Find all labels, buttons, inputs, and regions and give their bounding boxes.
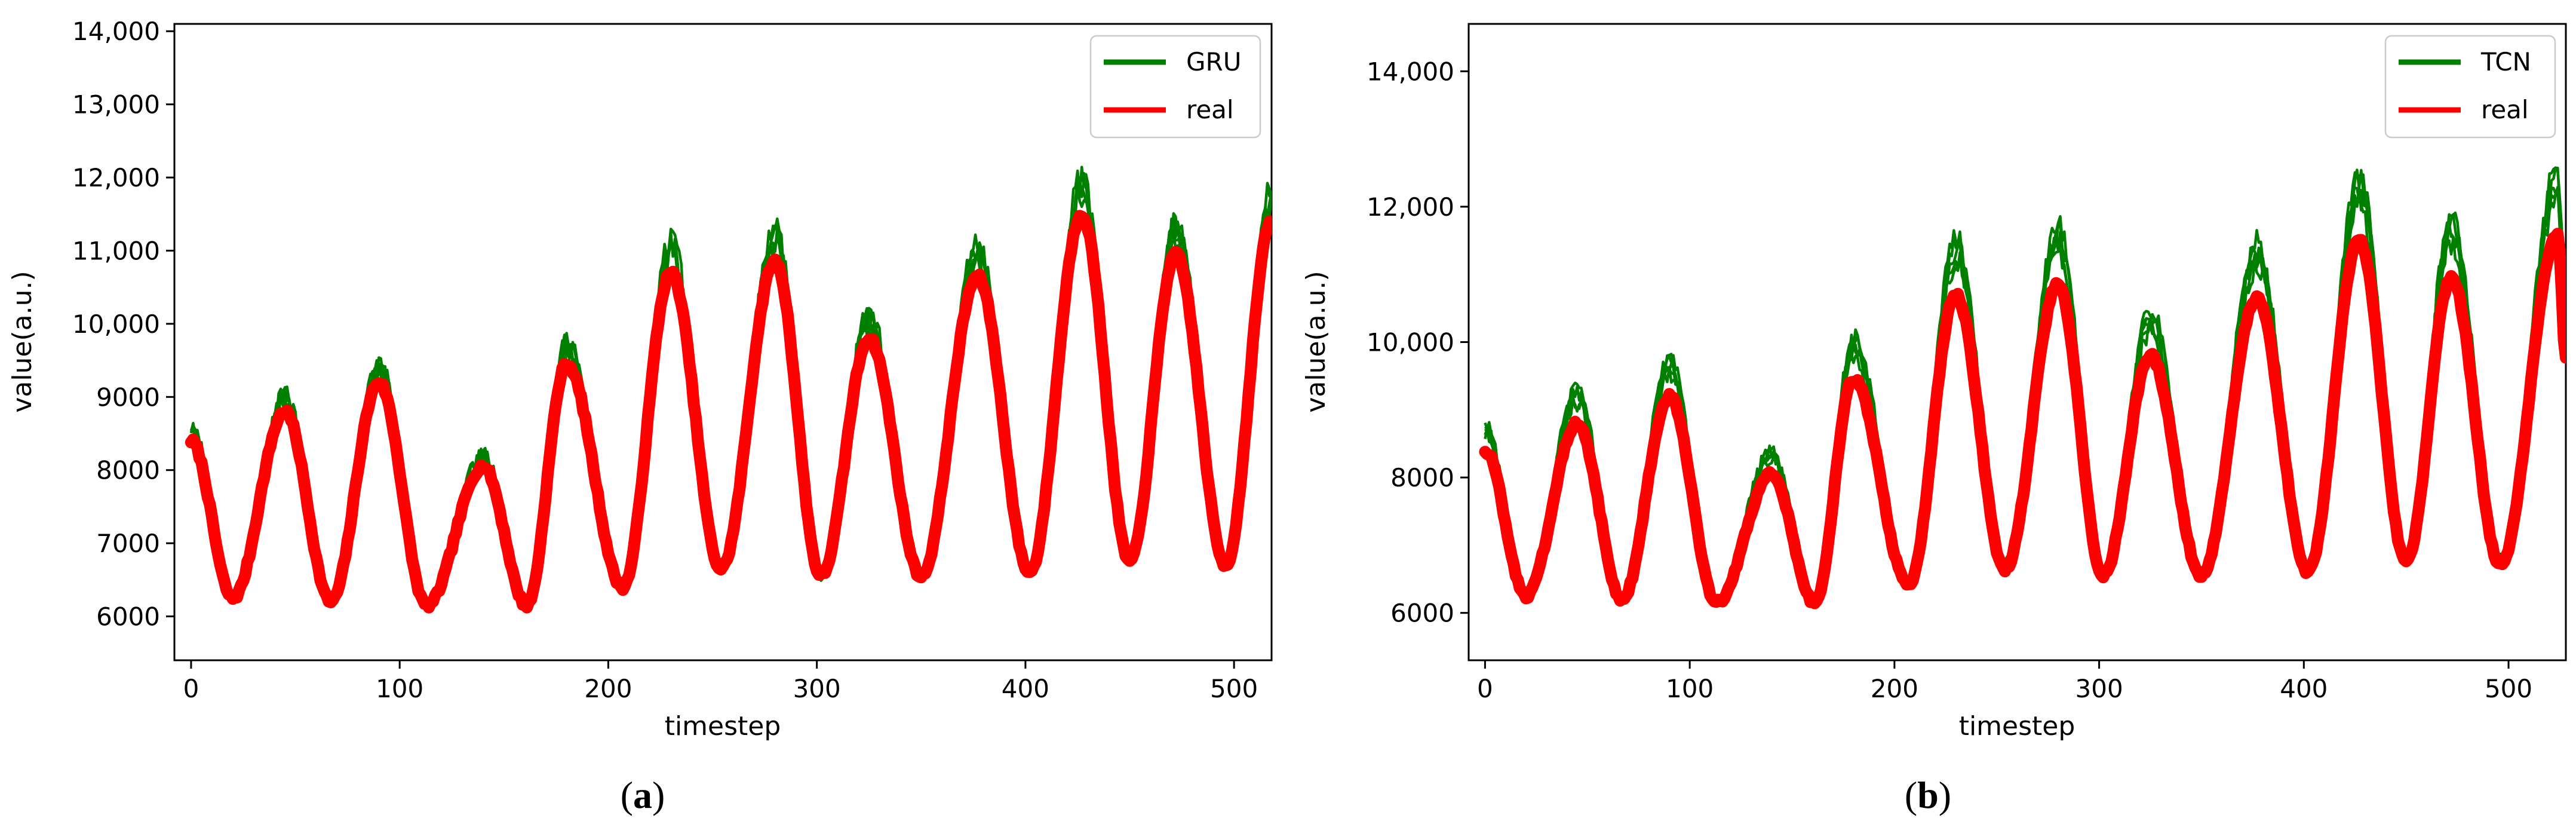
x-tick-label: 300 — [793, 674, 841, 703]
y-tick-label: 10,000 — [1367, 328, 1454, 357]
legend-label-real-a: real — [1186, 95, 1234, 124]
x-tick-label: 100 — [1666, 674, 1714, 703]
y-tick-label: 6000 — [96, 602, 160, 632]
y-tick-label: 6000 — [1390, 599, 1454, 628]
y-ticks-a: 6000 7000 8000 9000 10,000 11,000 12,000 13,000… — [72, 17, 174, 632]
y-tick-label: 9000 — [96, 382, 160, 412]
panel-caption-b: (b) — [1905, 774, 1951, 816]
x-tick-label: 100 — [376, 674, 423, 703]
x-tick-label: 200 — [584, 674, 632, 703]
x-tick-label: 300 — [2075, 674, 2123, 703]
y-tick-label: 13,000 — [72, 90, 160, 120]
x-ticks-a: 0 100 200 300 400 500 — [183, 660, 1258, 703]
x-tick-label: 200 — [1871, 674, 1918, 703]
y-tick-label: 10,000 — [72, 310, 160, 339]
legend-b: TCN real — [2384, 35, 2556, 139]
series-real-line — [185, 210, 1272, 614]
y-tick-label: 8000 — [96, 456, 160, 485]
x-ticks-b: 0 100 200 300 400 500 — [1477, 660, 2532, 703]
panel-caption-b-letter: b — [1917, 774, 1939, 816]
x-tick-label: 500 — [1210, 674, 1258, 703]
y-tick-label: 12,000 — [72, 163, 160, 192]
panel-caption-a: (a) — [621, 774, 665, 816]
y-axis-label-a: value(a.u.) — [7, 271, 38, 412]
series-group-b — [1479, 166, 2566, 609]
chart-panel-b: 0 100 200 300 400 500 6000 8000 10,000 12,000 14,… — [1301, 23, 2567, 816]
y-tick-label: 7000 — [96, 529, 160, 558]
y-tick-label: 11,000 — [72, 236, 160, 265]
x-tick-label: 500 — [2485, 674, 2532, 703]
series-group-a — [185, 166, 1272, 614]
y-tick-label: 8000 — [1390, 463, 1454, 492]
x-tick-label: 400 — [2280, 674, 2328, 703]
x-axis-label-a: timestep — [665, 711, 781, 742]
y-tick-label: 14,000 — [1367, 57, 1454, 86]
chart-panel-a: 0 100 200 300 400 500 6000 7000 8000 9000 10,000 1… — [7, 17, 1273, 816]
legend-label-tcn: TCN — [2480, 47, 2531, 76]
x-tick-label: 400 — [1002, 674, 1049, 703]
legend-label-gru: GRU — [1186, 47, 1241, 76]
y-axis-label-b: value(a.u.) — [1301, 271, 1331, 412]
x-axis-label-b: timestep — [1959, 711, 2075, 742]
y-tick-label: 12,000 — [1367, 192, 1454, 222]
x-tick-label: 0 — [1477, 674, 1493, 703]
legend-a: GRU real — [1089, 35, 1261, 139]
panel-caption-a-letter: a — [633, 774, 652, 816]
legend-label-real-b: real — [2481, 95, 2529, 124]
y-tick-label: 14,000 — [72, 17, 160, 46]
series-real-line — [1479, 228, 2566, 609]
y-ticks-b: 6000 8000 10,000 12,000 14,000 — [1367, 57, 1469, 628]
x-tick-label: 0 — [183, 674, 199, 703]
